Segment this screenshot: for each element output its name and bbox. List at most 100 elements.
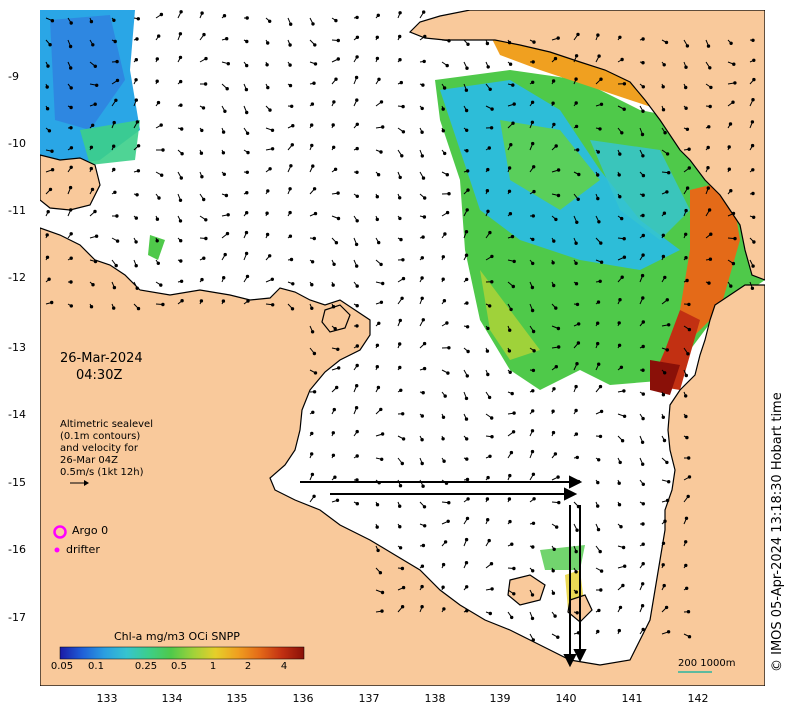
velocity-arrow-head <box>268 19 272 24</box>
velocity-arrow-head <box>179 103 183 107</box>
velocity-arrow-head <box>156 261 161 266</box>
velocity-arrow-head <box>355 284 359 288</box>
velocity-arrow-head <box>310 123 314 127</box>
velocity-arrow-head <box>731 261 736 266</box>
velocity-arrow-head <box>552 239 556 243</box>
velocity-arrow-head <box>687 327 692 332</box>
velocity-arrow-head <box>574 124 579 129</box>
velocity-arrow-head <box>335 385 339 390</box>
velocity-arrow-head <box>95 83 99 88</box>
velocity-arrow-head <box>398 504 402 508</box>
velocity-arrow-head <box>617 503 622 507</box>
velocity-arrow-head <box>556 635 560 639</box>
velocity-arrow-head <box>441 129 445 133</box>
velocity-arrow-head <box>48 187 53 192</box>
velocity-arrow-head <box>157 34 161 38</box>
velocity-arrow-head <box>421 543 426 548</box>
x-tick-label: 134 <box>161 692 183 705</box>
velocity-arrow-head <box>641 502 645 506</box>
velocity-arrow-head <box>223 252 227 257</box>
velocity-arrow-head <box>661 85 665 89</box>
velocity-arrow-head <box>422 505 427 509</box>
velocity-arrow-head <box>684 232 688 237</box>
map-plot-area[interactable] <box>40 10 765 686</box>
velocity-arrow-head <box>288 210 292 215</box>
velocity-arrow-head <box>265 232 270 237</box>
velocity-arrow-head <box>114 98 118 103</box>
velocity-arrow-head <box>465 457 469 461</box>
velocity-arrow-head <box>664 605 669 610</box>
velocity-arrow-head <box>661 563 665 567</box>
velocity-arrow-head <box>179 176 184 180</box>
velocity-arrow-head <box>445 210 450 215</box>
velocity-arrow-head <box>531 80 535 85</box>
velocity-arrow-head <box>532 165 536 169</box>
velocity-arrow-head <box>599 409 604 414</box>
velocity-arrow-head <box>246 150 250 155</box>
velocity-arrow-head <box>687 147 691 151</box>
velocity-arrow-head <box>685 435 689 440</box>
velocity-arrow-head <box>331 305 336 309</box>
velocity-vectors <box>45 10 756 642</box>
velocity-arrow-head <box>420 154 424 158</box>
velocity-arrow-head <box>555 525 559 529</box>
velocity-arrow-head <box>709 232 713 236</box>
velocity-arrow-head <box>226 213 230 217</box>
velocity-arrow-head <box>552 122 556 127</box>
velocity-arrow-head <box>399 388 403 392</box>
velocity-arrow-head <box>398 342 402 346</box>
velocity-arrow-head <box>509 143 513 147</box>
velocity-arrow-head <box>511 121 515 125</box>
velocity-arrow-head <box>465 477 470 482</box>
velocity-arrow-head <box>289 257 294 262</box>
velocity-arrow-head <box>93 259 98 264</box>
velocity-arrow-head <box>91 283 95 287</box>
velocity-arrow-head <box>622 389 626 393</box>
velocity-arrow-head <box>289 164 293 168</box>
velocity-arrow-head <box>50 19 55 23</box>
velocity-arrow-head <box>556 36 560 40</box>
velocity-arrow-head <box>618 298 622 302</box>
velocity-arrow-head <box>381 281 385 286</box>
velocity-arrow-head <box>89 305 94 309</box>
velocity-arrow-head <box>665 498 670 503</box>
velocity-arrow-head <box>576 32 580 37</box>
velocity-arrow-head <box>662 211 667 215</box>
colorbar-tick: 2 <box>244 661 252 672</box>
velocity-arrow-head <box>312 494 316 498</box>
velocity-arrow-head <box>488 454 492 458</box>
velocity-arrow-head <box>377 77 381 82</box>
velocity-arrow-head <box>355 194 359 199</box>
velocity-arrow-head <box>245 170 250 175</box>
velocity-arrow-head <box>706 145 710 150</box>
velocity-arrow-head <box>641 61 645 65</box>
velocity-arrow-head <box>91 43 95 47</box>
velocity-arrow-head <box>640 132 645 137</box>
velocity-arrow-head <box>488 304 492 308</box>
velocity-arrow-head <box>136 17 141 21</box>
velocity-arrow-head <box>664 40 669 45</box>
velocity-arrow-head <box>596 173 600 177</box>
velocity-arrow-head <box>135 37 139 41</box>
velocity-arrow-head <box>69 165 73 170</box>
velocity-arrow-head <box>377 321 381 325</box>
velocity-arrow-head <box>50 300 54 305</box>
velocity-arrow-head <box>155 217 160 221</box>
velocity-arrow-head <box>69 232 73 236</box>
velocity-arrow-head <box>512 102 516 106</box>
altimetry-line: Altimetric sealevel <box>60 419 153 430</box>
velocity-arrow-head <box>511 430 516 434</box>
x-tick-label: 138 <box>424 692 446 705</box>
velocity-arrow-head <box>221 130 226 134</box>
velocity-arrow-head <box>485 189 490 193</box>
velocity-arrow-head <box>575 611 579 615</box>
velocity-arrow-head <box>577 172 581 177</box>
velocity-arrow-head <box>115 239 120 243</box>
velocity-arrow-head <box>507 40 512 45</box>
velocity-arrow-head <box>69 66 73 70</box>
velocity-arrow-head <box>332 262 336 267</box>
velocity-arrow-head <box>466 497 470 501</box>
velocity-arrow-head <box>113 39 117 44</box>
velocity-arrow-head <box>486 518 490 522</box>
velocity-arrow-head <box>245 16 249 20</box>
